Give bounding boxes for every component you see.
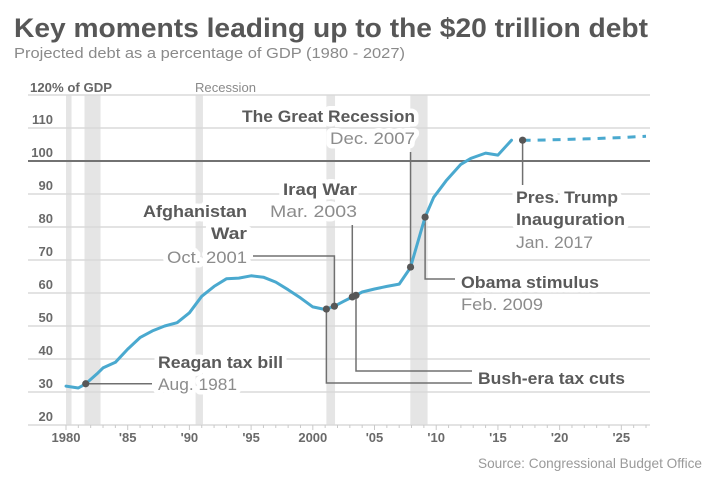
event-dot-great_recession <box>406 263 415 271</box>
x-tick-label: '85 <box>119 430 137 445</box>
y-tick-label: 60 <box>39 277 53 292</box>
leader-line-obama <box>424 217 455 280</box>
event-dot-reagan <box>82 380 90 388</box>
gridlines <box>28 94 650 426</box>
x-tick-label: '05 <box>366 430 384 445</box>
y-tick-label: 110 <box>32 112 53 127</box>
event-dot-trump <box>518 136 527 144</box>
y-tick-label: 100 <box>31 145 53 160</box>
y-tick-label: 40 <box>39 343 53 358</box>
annotation-obama: Obama stimulus Feb. 2009 <box>457 269 604 319</box>
annotation-leaders <box>85 140 524 385</box>
annotation-trump: Pres. Trump Inauguration Jan. 2017 <box>512 184 630 257</box>
leader-line-afghanistan <box>253 255 336 307</box>
x-tick-label: '95 <box>242 430 260 445</box>
series-lines <box>64 134 647 390</box>
x-tick-label: '25 <box>613 430 631 445</box>
annotation-title-line-2: War <box>211 224 247 243</box>
annotation-date: Oct. 2001 <box>167 248 247 267</box>
y-axis-labels: 20 30 40 50 60 70 80 90 100 110 <box>31 112 53 424</box>
x-tick-label: '10 <box>427 430 445 445</box>
chart-subtitle: Projected debt as a percentage of GDP (1… <box>14 45 405 62</box>
annotation-iraq: Iraq War Mar. 2003 <box>266 176 362 226</box>
annotation-title: Obama stimulus <box>461 273 599 292</box>
y-tick-label: 20 <box>39 409 53 424</box>
annotation-date: Mar. 2003 <box>270 202 357 221</box>
annotation-title: Reagan tax bill <box>158 353 283 372</box>
x-tick-label: '90 <box>181 430 199 445</box>
annotation-title: The Great Recession <box>242 107 415 126</box>
x-tick-label: '20 <box>551 430 569 445</box>
annotation-date: Jan. 2017 <box>516 233 593 252</box>
annotation-date: Dec. 2007 <box>330 129 415 148</box>
y-axis-top-label: 120% of GDP <box>30 80 112 95</box>
annotation-title: Iraq War <box>283 180 357 199</box>
event-dot-bush <box>322 305 330 313</box>
event-dot-afghanistan <box>330 302 339 310</box>
annotation-great-recession: The Great Recession Dec. 2007 <box>238 103 420 153</box>
annotation-dots <box>82 136 527 388</box>
source-note: Source: Congressional Budget Office <box>478 455 702 471</box>
annotation-reagan: Reagan tax bill Aug. 1981 <box>154 349 288 399</box>
annotation-bush-tax-cuts: Bush-era tax cuts <box>474 365 630 393</box>
y-tick-label: 70 <box>39 244 53 259</box>
x-tick-label: 2000 <box>298 430 327 445</box>
x-axis: 1980 '85 '90 '95 2000 '05 '10 '15 '20 '25 <box>52 425 647 445</box>
recession-legend-label: Recession <box>195 80 256 95</box>
x-tick-label: 1980 <box>52 430 81 445</box>
annotation-title: Afghanistan <box>143 202 247 221</box>
event-dot-obama <box>421 213 429 221</box>
leader-line-bush <box>355 295 472 372</box>
y-tick-label: 50 <box>39 310 53 325</box>
y-tick-label: 30 <box>39 376 53 391</box>
projected-debt-line <box>522 134 647 142</box>
annotation-title: Pres. Trump <box>516 188 618 207</box>
annotation-afghanistan: Afghanistan War Oct. 2001 <box>139 198 252 272</box>
annotation-title-line-2: Inauguration <box>516 210 625 229</box>
y-tick-label: 80 <box>39 211 53 226</box>
event-dot-iraq <box>348 293 356 301</box>
chart-title: Key moments leading up to the $20 trilli… <box>14 13 648 43</box>
y-tick-label: 90 <box>39 178 53 193</box>
leader-line-bush <box>325 309 472 384</box>
annotation-title: Bush-era tax cuts <box>478 369 625 388</box>
actual-debt-line <box>64 138 513 390</box>
annotation-date: Aug. 1981 <box>158 375 237 394</box>
x-tick-label: '15 <box>489 430 507 445</box>
annotation-date: Feb. 2009 <box>461 295 543 314</box>
